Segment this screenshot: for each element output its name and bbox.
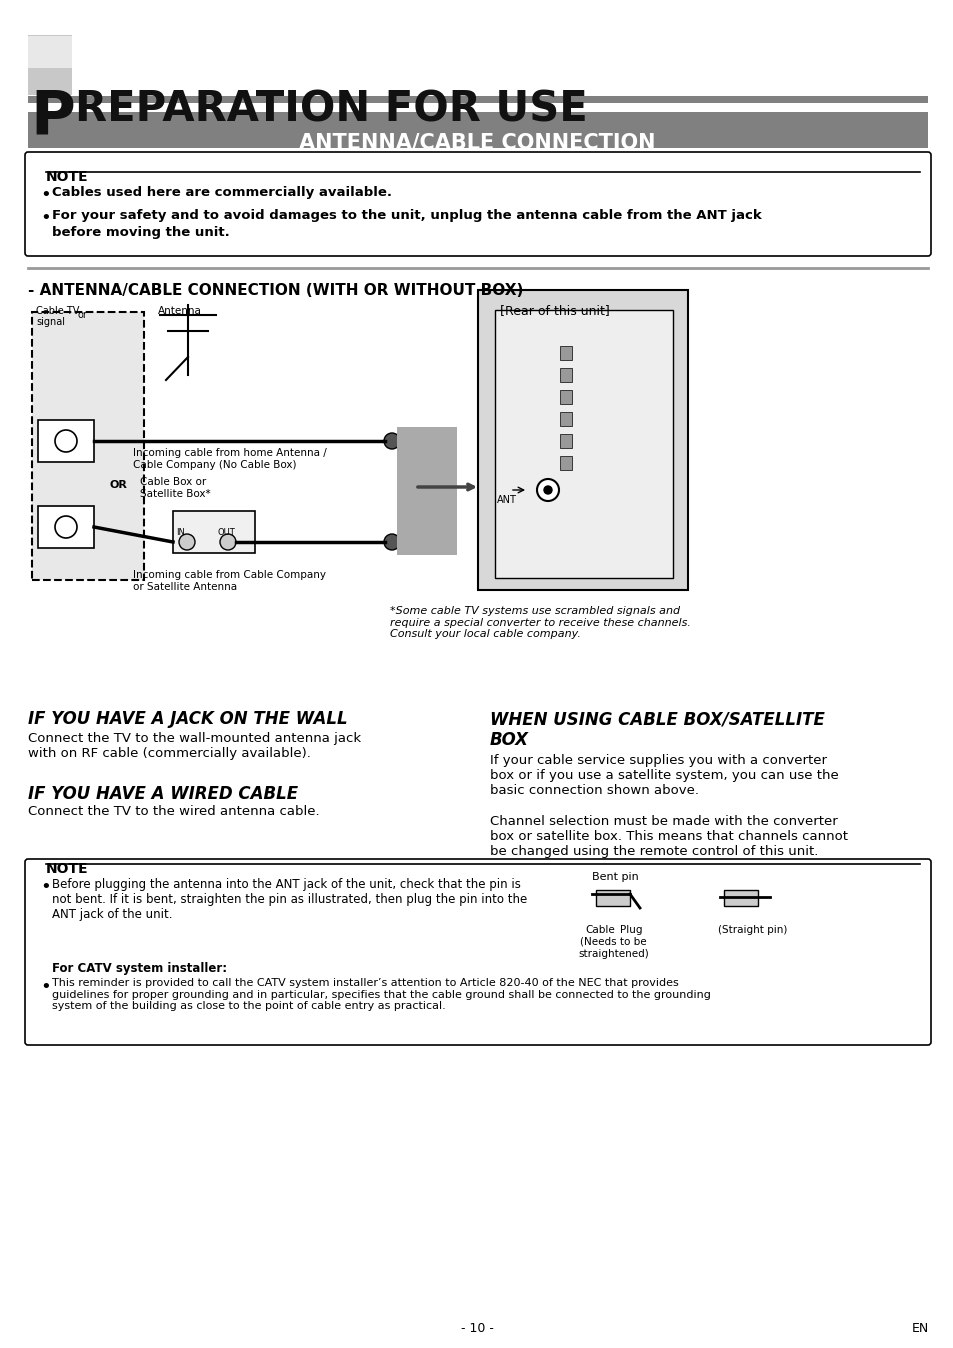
- Bar: [172, 511, 254, 553]
- Circle shape: [543, 487, 552, 493]
- Text: IN: IN: [175, 528, 185, 537]
- Circle shape: [220, 534, 235, 550]
- Bar: [32, 311, 144, 580]
- Text: NOTE: NOTE: [46, 170, 89, 183]
- Bar: [28, 36, 71, 67]
- Bar: [477, 290, 687, 590]
- Text: - ANTENNA/CABLE CONNECTION (WITH OR WITHOUT BOX): - ANTENNA/CABLE CONNECTION (WITH OR WITH…: [28, 283, 523, 298]
- Text: *Some cable TV systems use scrambled signals and
require a special converter to : *Some cable TV systems use scrambled sig…: [390, 607, 690, 639]
- Text: (Needs to be
straightened): (Needs to be straightened): [578, 937, 648, 958]
- Circle shape: [55, 516, 77, 538]
- Text: •: •: [40, 209, 51, 226]
- Circle shape: [537, 479, 558, 501]
- Text: not bent. If it is bent, straighten the pin as illustrated, then plug the pin in: not bent. If it is bent, straighten the …: [52, 892, 527, 906]
- Text: IF YOU HAVE A WIRED CABLE: IF YOU HAVE A WIRED CABLE: [28, 785, 297, 803]
- Bar: [559, 368, 572, 381]
- Text: Cable TV: Cable TV: [36, 306, 79, 315]
- Text: EN: EN: [911, 1322, 928, 1335]
- Text: IF YOU HAVE A JACK ON THE WALL: IF YOU HAVE A JACK ON THE WALL: [28, 710, 347, 728]
- Bar: [559, 456, 572, 470]
- Bar: [28, 35, 71, 94]
- Bar: [396, 427, 456, 555]
- Text: signal: signal: [36, 317, 65, 328]
- Text: •: •: [40, 979, 51, 996]
- Text: (Straight pin): (Straight pin): [718, 925, 786, 936]
- Bar: [38, 506, 94, 549]
- Bar: [559, 346, 572, 360]
- Text: P: P: [30, 88, 74, 147]
- Text: Plug: Plug: [619, 925, 641, 936]
- Text: or: or: [78, 310, 88, 319]
- Bar: [596, 890, 629, 906]
- Text: WHEN USING CABLE BOX/SATELLITE
BOX: WHEN USING CABLE BOX/SATELLITE BOX: [490, 710, 824, 748]
- Text: •: •: [40, 186, 51, 204]
- Text: Connect the TV to the wired antenna cable.: Connect the TV to the wired antenna cabl…: [28, 805, 319, 818]
- Text: If your cable service supplies you with a converter
box or if you use a satellit: If your cable service supplies you with …: [490, 754, 838, 797]
- Text: Channel selection must be made with the converter
box or satellite box. This mea: Channel selection must be made with the …: [490, 816, 847, 857]
- Text: Incoming cable from home Antenna /
Cable Company (No Cable Box): Incoming cable from home Antenna / Cable…: [132, 448, 327, 469]
- Text: •: •: [40, 878, 51, 896]
- Text: Antenna: Antenna: [158, 306, 202, 315]
- Circle shape: [384, 534, 399, 550]
- Bar: [559, 390, 572, 404]
- Bar: [28, 112, 927, 148]
- Bar: [559, 434, 572, 448]
- Text: - 10 -: - 10 -: [460, 1322, 493, 1335]
- Text: Incoming cable from Cable Company
or Satellite Antenna: Incoming cable from Cable Company or Sat…: [132, 570, 326, 592]
- Text: For CATV system installer:: For CATV system installer:: [52, 962, 227, 975]
- Text: This reminder is provided to call the CATV system installer’s attention to Artic: This reminder is provided to call the CA…: [52, 979, 710, 1011]
- Text: Before plugging the antenna into the ANT jack of the unit, check that the pin is: Before plugging the antenna into the ANT…: [52, 878, 520, 891]
- Text: [Rear of this unit]: [Rear of this unit]: [499, 305, 609, 317]
- Text: OUT: OUT: [218, 528, 235, 537]
- Text: Cable Box or
Satellite Box*: Cable Box or Satellite Box*: [140, 477, 211, 499]
- Bar: [495, 310, 672, 578]
- Text: NOTE: NOTE: [46, 861, 89, 876]
- Bar: [38, 421, 94, 462]
- Circle shape: [179, 534, 194, 550]
- Text: ANT: ANT: [497, 495, 517, 506]
- Text: ANT jack of the unit.: ANT jack of the unit.: [52, 909, 172, 921]
- Text: before moving the unit.: before moving the unit.: [52, 226, 230, 239]
- Circle shape: [384, 433, 399, 449]
- FancyBboxPatch shape: [25, 152, 930, 256]
- Text: ANTENNA/CABLE CONNECTION: ANTENNA/CABLE CONNECTION: [298, 133, 655, 154]
- Bar: [28, 96, 927, 102]
- Text: Cables used here are commercially available.: Cables used here are commercially availa…: [52, 186, 392, 200]
- FancyBboxPatch shape: [25, 859, 930, 1045]
- Text: For your safety and to avoid damages to the unit, unplug the antenna cable from : For your safety and to avoid damages to …: [52, 209, 760, 222]
- Circle shape: [55, 430, 77, 452]
- Text: OR: OR: [110, 480, 128, 491]
- Bar: [723, 890, 758, 906]
- Text: REPARATION FOR USE: REPARATION FOR USE: [75, 88, 587, 129]
- Text: Bent pin: Bent pin: [592, 872, 639, 882]
- Bar: [559, 412, 572, 426]
- Text: Connect the TV to the wall-mounted antenna jack
with on RF cable (commercially a: Connect the TV to the wall-mounted anten…: [28, 732, 361, 760]
- Text: Cable: Cable: [584, 925, 614, 936]
